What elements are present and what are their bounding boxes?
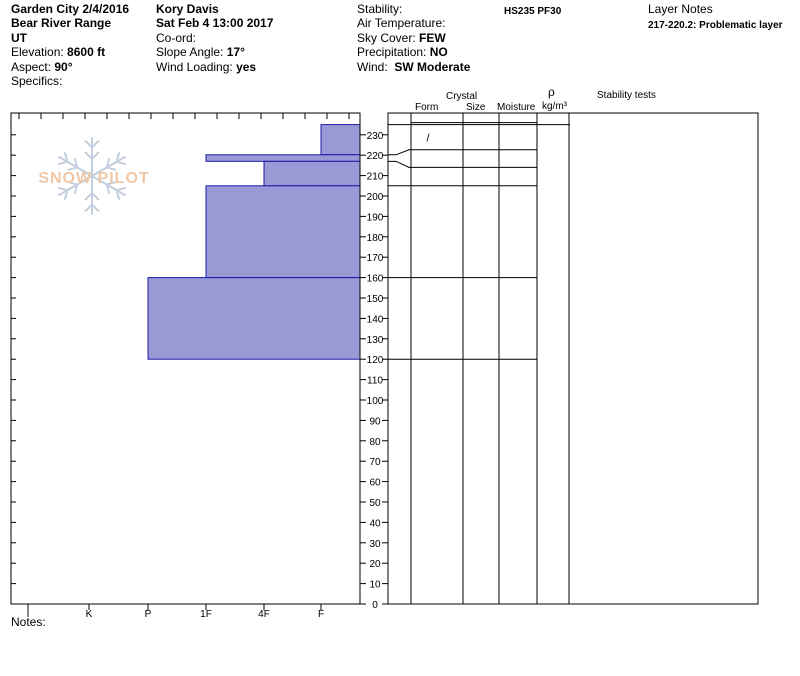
depth-tick-label: 180 [367,233,384,244]
depth-tick-label: 80 [369,437,381,448]
slope-value: 17° [226,45,245,59]
aspect-value: 90° [54,60,73,74]
form-header: Form [415,102,439,113]
hardness-tick-label: K [86,609,93,620]
wind-label: Wind: [357,60,388,74]
depth-tick-label: 70 [369,457,381,468]
aspect: Aspect: 90° [11,61,73,74]
depth-tick-label: 10 [369,580,381,591]
coord-label: Co-ord: [156,31,197,45]
wind-loading: Wind Loading: yes [156,61,256,74]
hardness-tick-label: F [318,609,324,620]
depth-tick-label: 60 [369,478,381,489]
elevation: Elevation: 8600 ft [11,46,105,59]
slope-label: Slope Angle: [156,45,224,59]
density-rho: ρ [548,85,555,99]
depth-tick-label: 220 [367,151,384,162]
sky-cover-label: Sky Cover: [357,31,416,45]
depth-tick-label: 210 [367,172,384,183]
notes-label: Notes: [11,615,46,629]
depth-tick-label: 190 [367,212,384,223]
slope-angle: Slope Angle: 17° [156,46,245,59]
depth-tick-label: 0 [372,600,378,611]
size-header: Size [466,102,486,113]
crystal-form-symbol: / [426,133,430,145]
depth-tick-label: 170 [367,253,384,264]
mountain-range: Bear River Range [11,16,112,30]
layer-boundary-connector [388,160,411,168]
layer-table-frame [387,112,759,605]
wind: Wind: SW Moderate [357,61,470,74]
watermark-text: SNOW PILOT [38,170,149,187]
hs-pf: HS235 PF30 [504,6,562,17]
precipitation-value: NO [429,45,448,59]
hardness-tick-label: I [27,609,30,620]
depth-tick-label: 130 [367,335,384,346]
depth-tick-label: 90 [369,416,381,427]
depth-tick-label: 230 [367,131,384,142]
wind-loading-value: yes [236,60,257,74]
specifics-label: Specifics: [11,74,63,88]
depth-tick-label: 110 [367,376,383,387]
sky-cover-value: FEW [419,31,446,45]
layer-bar [205,154,361,162]
location: Garden City 2/4/2016 [11,2,130,16]
layer-note: 217-220.2: Problematic layer [648,20,783,31]
observer: Kory Davis [156,2,219,16]
layer-boundary-connector [388,149,411,156]
layer-bar [263,160,361,187]
depth-tick-label: 20 [369,559,381,570]
layer-bar [205,185,361,279]
sky-cover: Sky Cover: FEW [357,32,446,45]
moisture-header: Moisture [497,102,536,113]
layer-bar [147,277,361,360]
snowflake-icon [57,137,127,215]
precipitation: Precipitation: NO [357,46,448,59]
hardness-tick-label: 1F [200,609,212,620]
hardness-tick-label: 4F [258,609,270,620]
elevation-label: Elevation: [11,45,64,59]
layer-bar [320,124,361,156]
depth-tick-label: 30 [369,539,381,550]
depth-tick-label: 50 [369,498,381,509]
depth-tick-label: 120 [367,355,384,366]
air-temperature-label: Air Temperature: [357,16,446,30]
stability-label: Stability: [357,2,403,16]
hardness-plot-frame [10,112,361,605]
depth-tick-label: 160 [367,274,384,285]
crystal-header: Crystal [446,91,478,102]
aspect-label: Aspect: [11,60,52,74]
stability-tests-header: Stability tests [597,90,656,101]
depth-tick-label: 150 [367,294,384,305]
wind-value: SW Moderate [394,60,471,74]
depth-tick-label: 140 [367,314,384,325]
observation-datetime: Sat Feb 4 13:00 2017 [156,16,274,30]
depth-tick-label: 40 [369,518,381,529]
snowpilot-watermark: SNOW PILOT [38,137,149,215]
elevation-value: 8600 ft [67,45,106,59]
layer-notes-label: Layer Notes [648,2,713,16]
wind-loading-label: Wind Loading: [156,60,233,74]
density-unit: kg/m³ [542,101,567,112]
precipitation-label: Precipitation: [357,45,427,59]
depth-tick-label: 100 [367,396,384,407]
depth-tick-label: 200 [367,192,384,203]
state: UT [11,31,27,45]
hardness-tick-label: P [145,609,152,620]
